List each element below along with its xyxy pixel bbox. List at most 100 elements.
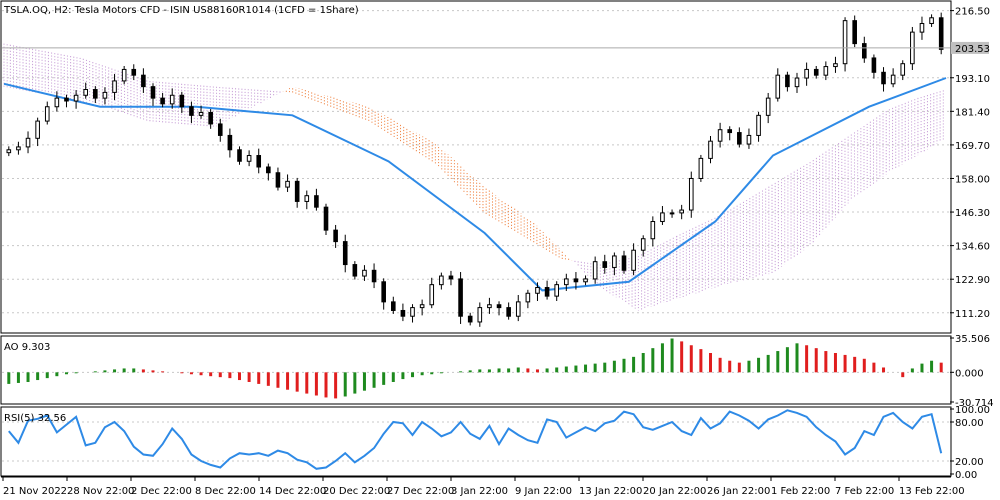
rsi-tick-label: 80.00 <box>955 418 984 429</box>
rsi-tick-label: 0.00 <box>955 470 977 481</box>
candle-body <box>54 97 60 108</box>
time-tick-label: 9 Jan 22:00 <box>515 486 572 497</box>
candle-body <box>410 307 415 317</box>
candle-body <box>208 111 213 125</box>
candle-body <box>737 132 742 145</box>
candle-body <box>487 304 492 309</box>
candle-body <box>25 137 31 148</box>
candle-body <box>217 123 223 136</box>
candle-body <box>650 221 656 240</box>
ao-histogram <box>7 338 943 399</box>
time-tick-label: 14 Dec 22:00 <box>259 486 326 497</box>
candle-body <box>429 284 435 306</box>
candle-body <box>515 301 521 317</box>
candle-body <box>496 304 502 309</box>
candle-body <box>323 206 329 231</box>
price-tick-label: 111.20 <box>955 309 990 320</box>
candle-body <box>64 97 69 102</box>
candle-body <box>448 275 454 280</box>
candle-body <box>929 17 934 25</box>
candle-body <box>246 155 252 162</box>
candle-body <box>871 57 877 73</box>
candle-body <box>852 20 857 45</box>
time-tick-label: 8 Dec 22:00 <box>195 486 256 497</box>
time-tick-label: 28 Nov 22:00 <box>67 486 134 497</box>
time-tick-label: 20 Dec 22:00 <box>323 486 390 497</box>
ao-panel-border <box>0 335 952 405</box>
candle-body <box>160 97 165 105</box>
ichimoku-cloud <box>3 43 944 311</box>
candle-body <box>746 134 752 145</box>
time-axis: 21 Nov 2022 28 Nov 22:002 Dec 22:00 8 Dec … <box>1 476 965 497</box>
candle-body <box>266 166 271 174</box>
candle-body <box>554 284 560 297</box>
candle-body <box>621 255 627 271</box>
candle-body <box>419 304 425 309</box>
candle-body <box>660 212 665 223</box>
candle-body <box>256 155 262 168</box>
price-tick-label: 181.40 <box>955 107 990 118</box>
candle-body <box>458 278 463 317</box>
current-price-label: 203.53 <box>955 44 990 55</box>
candle-body <box>439 275 444 286</box>
candle-body <box>112 80 117 93</box>
time-tick-label: 7 Feb 22:00 <box>835 486 894 497</box>
price-panel[interactable]: TSLA.OQ, H2: Tesla Motors CFD - ISIN US8… <box>0 0 990 334</box>
candle-body <box>938 17 944 50</box>
candle-body <box>823 66 829 76</box>
candle-body <box>198 111 204 116</box>
candle-body <box>919 23 925 33</box>
candle-body <box>352 264 358 277</box>
rsi-panel-border <box>0 406 952 477</box>
candle-body <box>900 63 906 76</box>
candle-body <box>833 63 838 68</box>
candle-body <box>179 94 185 108</box>
candle-body <box>83 89 89 96</box>
time-tick-label: 2 Dec 22:00 <box>131 486 192 497</box>
candle-body <box>73 94 79 102</box>
candle-body <box>6 149 12 154</box>
ao-title: AO 9.303 <box>4 342 50 353</box>
candle-body <box>304 195 310 202</box>
time-tick-label: 13 Jan 22:00 <box>579 486 642 497</box>
current-price-tag <box>951 41 989 54</box>
candle-body <box>314 195 319 208</box>
candle-body <box>727 129 733 134</box>
candle-body <box>371 269 377 283</box>
ao-panel[interactable]: AO 9.303 35.506 0.000 -30.714 <box>0 334 994 409</box>
candle-body <box>150 86 156 99</box>
time-tick-label: 13 Feb 22:00 <box>899 486 965 497</box>
candle-body <box>813 68 819 76</box>
candle-body <box>93 89 98 99</box>
candle-body <box>390 301 396 311</box>
time-tick-label: 21 Nov 2022 <box>3 486 67 497</box>
candle-body <box>131 68 137 76</box>
candle-body <box>794 77 800 88</box>
candle-body <box>16 146 21 151</box>
candle-body <box>785 74 790 88</box>
candle-body <box>775 74 781 99</box>
candle-body <box>640 238 646 251</box>
price-tick-label: 146.30 <box>955 208 990 219</box>
candle-body <box>583 278 588 283</box>
rsi-panel[interactable]: RSI(5) 32.56 100.00 80.00 20.00 0.00 <box>0 405 990 481</box>
candle-body <box>102 91 108 99</box>
chart-title: TSLA.OQ, H2: Tesla Motors CFD - ISIN US8… <box>3 5 359 16</box>
price-tick-label: 122.90 <box>955 275 990 286</box>
candle-body <box>333 229 338 243</box>
candle-body <box>169 94 175 105</box>
rsi-title: RSI(5) 32.56 <box>4 413 66 424</box>
rsi-tick-label: 100.00 <box>955 405 990 416</box>
candle-body <box>141 74 146 88</box>
candle-body <box>698 157 704 179</box>
ao-tick-label: 35.506 <box>955 334 990 345</box>
candle-body <box>477 307 483 323</box>
candle-body <box>275 172 281 188</box>
ao-tick-label: 0.000 <box>955 368 984 379</box>
price-tick-label: 193.10 <box>955 74 990 85</box>
candle-body <box>765 97 771 116</box>
price-tick-label: 216.50 <box>955 7 990 18</box>
candle-body <box>612 255 617 268</box>
price-tick-label: 158.00 <box>955 174 990 185</box>
rsi-path <box>8 409 943 470</box>
